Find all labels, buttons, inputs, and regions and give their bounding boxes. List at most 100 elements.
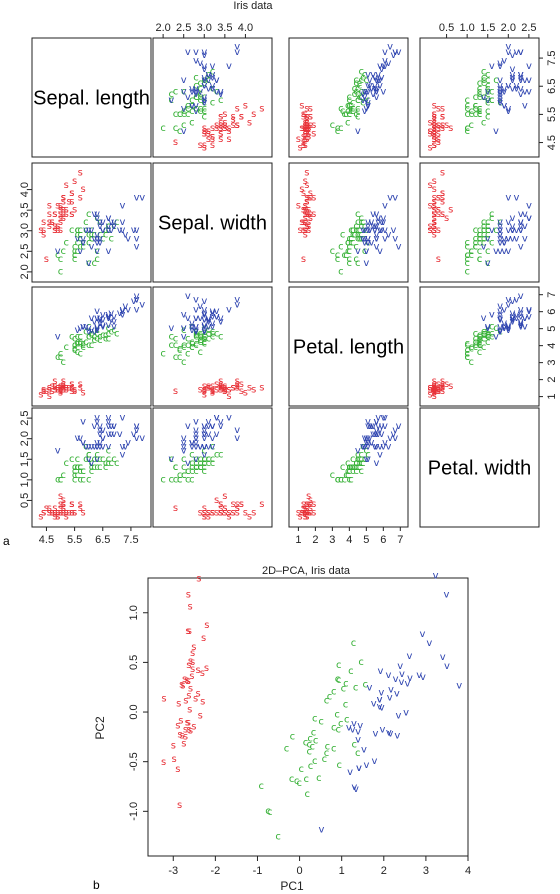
point-virginica: v	[201, 441, 207, 452]
point-setosa: s	[58, 507, 63, 518]
point-virginica: v	[120, 310, 126, 321]
point-virginica: v	[86, 454, 92, 465]
point-setosa: s	[440, 383, 445, 394]
tick-label-petal-width: 2.5	[19, 410, 31, 425]
point-virginica: v	[497, 325, 503, 336]
point-setosa: s	[303, 209, 308, 220]
point-virginica: v	[94, 246, 100, 257]
pca-point-virginica: v	[388, 685, 394, 696]
point-versicolor: c	[353, 78, 359, 89]
point-virginica: v	[374, 92, 380, 103]
tick-label-petal-length: 5	[363, 534, 369, 546]
point-virginica: v	[497, 61, 503, 72]
point-versicolor: c	[347, 242, 353, 253]
point-versicolor: c	[477, 234, 483, 245]
point-virginica: v	[214, 75, 220, 86]
point-virginica: v	[522, 221, 528, 232]
point-virginica: v	[505, 322, 511, 333]
point-versicolor: c	[210, 84, 216, 95]
point-setosa: s	[304, 221, 309, 232]
point-virginica: v	[111, 322, 117, 333]
point-setosa: s	[432, 123, 437, 134]
point-versicolor: c	[330, 246, 336, 257]
point-versicolor: c	[111, 325, 117, 336]
point-setosa: s	[303, 503, 308, 514]
point-versicolor: c	[193, 340, 199, 351]
point-versicolor: c	[177, 126, 183, 137]
point-versicolor: c	[489, 322, 495, 333]
pca-point-virginica: v	[367, 683, 373, 694]
point-virginica: v	[493, 246, 499, 257]
point-virginica: v	[363, 258, 369, 269]
point-setosa: s	[448, 381, 453, 392]
point-virginica: v	[497, 75, 503, 86]
point-versicolor: c	[485, 332, 491, 343]
point-setosa: s	[299, 100, 304, 111]
point-versicolor: c	[481, 75, 487, 86]
point-virginica: v	[97, 221, 103, 232]
point-setosa: s	[247, 117, 252, 128]
point-setosa: s	[432, 129, 437, 140]
point-versicolor: c	[202, 337, 208, 348]
point-setosa: s	[432, 225, 437, 236]
point-versicolor: c	[97, 217, 103, 228]
panel-frame	[31, 162, 152, 283]
point-setosa: s	[230, 499, 235, 510]
pca-point-virginica: v	[407, 651, 413, 662]
point-setosa: s	[308, 112, 313, 123]
point-versicolor: c	[485, 229, 491, 240]
point-setosa: s	[61, 383, 66, 394]
pca-point-setosa: s	[179, 730, 184, 741]
point-setosa: s	[440, 386, 445, 397]
point-setosa: s	[64, 507, 69, 518]
point-setosa: s	[218, 381, 223, 392]
point-setosa: s	[432, 376, 437, 387]
point-setosa: s	[306, 491, 311, 502]
point-versicolor: c	[477, 109, 483, 120]
point-versicolor: c	[206, 328, 212, 339]
tick-label-sepal-width: 2.0	[155, 22, 170, 34]
point-versicolor: c	[202, 446, 208, 457]
point-setosa: s	[303, 507, 308, 518]
point-setosa: s	[206, 507, 211, 518]
point-versicolor: c	[485, 328, 491, 339]
point-virginica: v	[134, 305, 140, 316]
point-setosa: s	[202, 507, 207, 518]
point-virginica: v	[497, 322, 503, 333]
point-versicolor: c	[358, 229, 364, 240]
tick-label-sepal-width: 2.0	[19, 264, 31, 279]
point-versicolor: c	[94, 333, 100, 344]
point-virginica: v	[489, 61, 495, 72]
point-virginica: v	[120, 441, 126, 452]
point-virginica: v	[518, 305, 524, 316]
pca-point-setosa: s	[186, 589, 191, 600]
pca-point-setosa: s	[181, 738, 186, 749]
point-versicolor: c	[77, 337, 83, 348]
point-virginica: v	[234, 47, 240, 58]
point-setosa: s	[306, 507, 311, 518]
pca-point-virginica: v	[356, 763, 362, 774]
point-setosa: s	[58, 213, 63, 224]
point-versicolor: c	[350, 225, 356, 236]
point-setosa: s	[78, 192, 83, 203]
point-versicolor: c	[181, 454, 187, 465]
point-versicolor: c	[357, 458, 363, 469]
point-versicolor: c	[350, 229, 356, 240]
point-versicolor: c	[481, 217, 487, 228]
point-setosa: s	[427, 225, 432, 236]
point-versicolor: c	[202, 339, 208, 350]
point-versicolor: c	[481, 92, 487, 103]
point-setosa: s	[61, 495, 66, 506]
point-setosa: s	[432, 196, 437, 207]
point-versicolor: c	[477, 106, 483, 117]
point-virginica: v	[97, 313, 103, 324]
point-virginica: v	[108, 429, 114, 440]
point-versicolor: c	[469, 342, 475, 353]
point-setosa: s	[432, 117, 437, 128]
pca-point-setosa: s	[186, 691, 191, 702]
point-versicolor: c	[83, 441, 89, 452]
point-virginica: v	[193, 305, 199, 316]
point-versicolor: c	[77, 462, 83, 473]
point-setosa: s	[432, 383, 437, 394]
